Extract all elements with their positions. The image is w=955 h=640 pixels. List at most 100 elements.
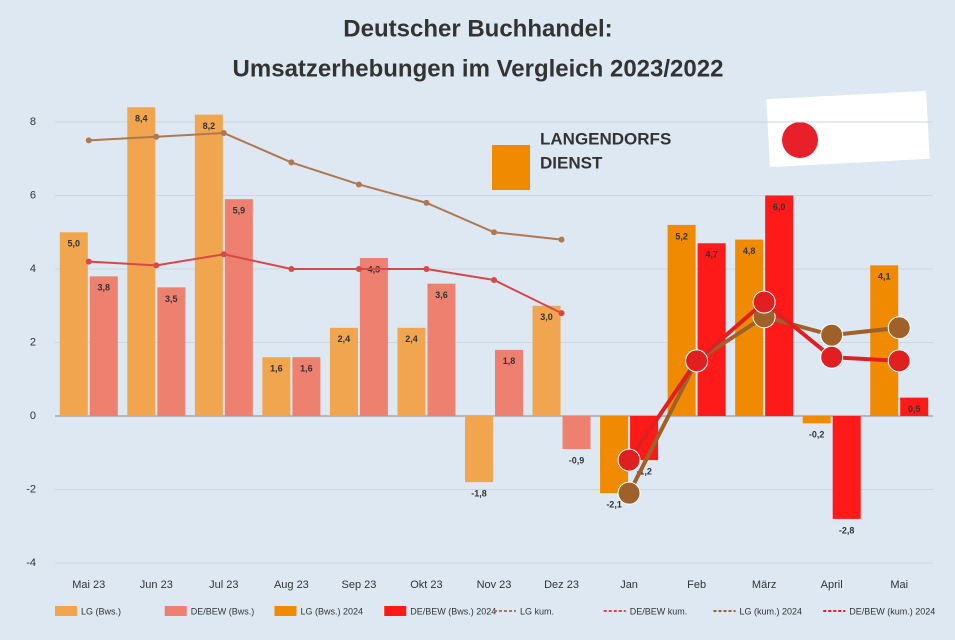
legend-label: DE/BEW (Bws.) 2024 — [410, 606, 496, 616]
bar-value-label: -2,8 — [839, 525, 855, 535]
legend-label: DE/BEW (kum.) 2024 — [849, 606, 935, 616]
line-marker — [558, 236, 565, 243]
line-marker — [153, 262, 160, 269]
bar — [59, 232, 88, 416]
line-marker — [887, 349, 911, 373]
bar — [194, 114, 223, 417]
bar — [359, 257, 388, 416]
x-tick-label: Jan — [620, 579, 638, 591]
legend-swatch — [384, 606, 407, 616]
x-tick-label: Dez 23 — [544, 579, 579, 591]
x-tick-label: Aug 23 — [274, 579, 309, 591]
x-tick-label: April — [821, 579, 843, 591]
line-marker — [355, 266, 362, 272]
bar — [157, 287, 186, 416]
bar-value-label: 4,1 — [878, 272, 891, 282]
legend-label: DE/BEW (Bws.) — [191, 606, 255, 616]
legend-label: LG (Bws.) — [81, 606, 121, 616]
logo-icon — [782, 122, 818, 158]
line-marker — [491, 229, 497, 236]
x-tick-label: Feb — [687, 579, 706, 591]
line-marker — [220, 251, 227, 258]
legend-label: LG (Bws.) 2024 — [301, 606, 364, 616]
bar-value-label: -0,9 — [569, 455, 585, 465]
line — [88, 253, 562, 314]
line-marker — [558, 310, 565, 317]
legend-label: LG kum. — [520, 606, 554, 616]
x-tick-label: März — [752, 579, 776, 591]
line-marker — [491, 277, 497, 284]
line-marker — [685, 349, 709, 373]
x-tick-label: Sep 23 — [341, 579, 376, 591]
line-marker — [355, 181, 362, 188]
x-tick-label: Okt 23 — [410, 579, 442, 591]
logo-text: DIENST — [540, 153, 603, 172]
y-tick-label: -2 — [26, 483, 36, 495]
bar-value-label: 8,2 — [203, 121, 216, 131]
bar-value-label: 3,0 — [540, 312, 553, 322]
bar — [224, 199, 253, 416]
line-marker — [617, 481, 641, 505]
y-tick-label: 2 — [30, 336, 36, 348]
bar — [495, 349, 523, 416]
bar-value-label: 4,8 — [743, 246, 756, 256]
y-tick-label: 0 — [30, 410, 36, 422]
bar-value-label: 1,8 — [503, 356, 516, 366]
line-marker — [153, 133, 160, 140]
bar-value-label: 5,9 — [233, 206, 246, 216]
line-marker — [617, 448, 641, 472]
bar-value-label: -0,2 — [809, 430, 825, 440]
logo: LANGENDORFS DIENST — [492, 90, 930, 190]
bar-value-label: 6,0 — [773, 202, 786, 212]
bar — [89, 276, 118, 416]
legend-label: LG (kum.) 2024 — [740, 606, 803, 616]
bar-value-label: -1,2 — [636, 466, 652, 476]
bar — [427, 283, 456, 416]
bar-value-label: 1,6 — [270, 364, 283, 374]
line-marker — [752, 290, 776, 314]
y-tick-label: 6 — [30, 189, 36, 201]
bar-value-label: 4,7 — [705, 250, 718, 260]
line-marker — [288, 159, 295, 166]
line-marker — [820, 323, 844, 347]
bar — [870, 265, 899, 416]
legend-swatch — [164, 606, 187, 616]
bar-value-label: 2,4 — [405, 334, 418, 344]
bar-value-label: 2,4 — [338, 334, 351, 344]
x-tick-label: Mai — [890, 579, 908, 591]
line-marker — [423, 199, 430, 206]
bar-value-label: -1,8 — [471, 489, 487, 499]
bar-value-label: 8,4 — [135, 114, 148, 124]
line-marker — [85, 258, 92, 265]
bar-value-label: 3,8 — [98, 283, 111, 293]
line-marker — [288, 266, 295, 272]
bar — [562, 416, 591, 450]
x-tick-label: Nov 23 — [477, 579, 512, 591]
bar — [532, 305, 561, 416]
bar-value-label: 5,2 — [675, 231, 688, 241]
bar — [832, 416, 861, 519]
logo-text: LANGENDORFS — [540, 129, 671, 148]
line — [88, 132, 562, 241]
bar-value-label: 1,6 — [300, 364, 313, 374]
bar — [127, 107, 156, 417]
bar — [465, 416, 493, 483]
bar — [262, 357, 291, 416]
bar — [900, 397, 929, 416]
line-marker — [887, 316, 911, 340]
bar — [329, 327, 358, 416]
chart-subtitle: Umsatzerhebungen im Vergleich 2023/2022 — [233, 55, 724, 82]
bar-value-label: 3,5 — [165, 294, 178, 304]
legend-swatch — [274, 606, 297, 616]
line-marker — [220, 130, 227, 137]
bar — [397, 327, 426, 416]
bar — [292, 357, 321, 416]
legend-swatch — [55, 606, 77, 616]
y-tick-label: 8 — [30, 116, 36, 128]
bar — [697, 243, 726, 416]
line-marker — [85, 137, 92, 144]
line-marker — [820, 345, 844, 369]
bar — [802, 416, 831, 424]
logo-icon — [492, 145, 530, 190]
